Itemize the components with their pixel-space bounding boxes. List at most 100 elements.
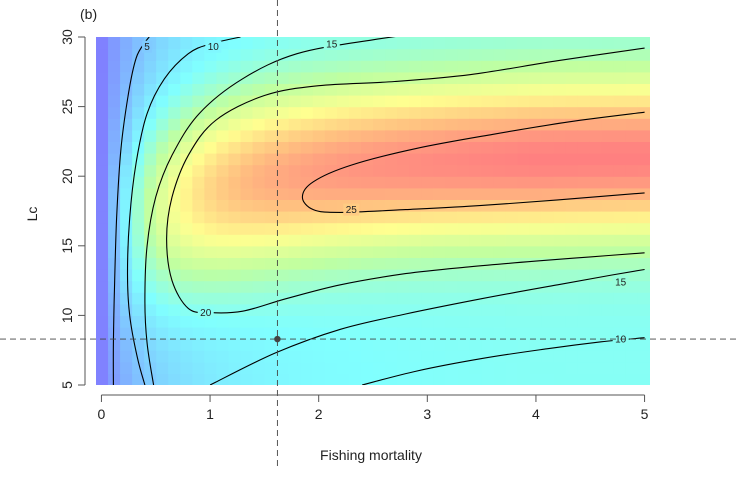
heatmap-cell: [228, 315, 242, 328]
contour-label: 5: [144, 42, 150, 53]
heatmap-cell: [336, 83, 350, 96]
heatmap-cell: [433, 60, 446, 73]
contour-label-bg: [142, 40, 153, 53]
heatmap-cell: [445, 118, 458, 131]
contour-line-25: [301, 111, 645, 213]
heatmap-cell: [421, 118, 434, 131]
heatmap-cell: [637, 141, 650, 154]
heatmap-cell: [132, 373, 145, 385]
heatmap-cell: [228, 199, 242, 212]
heatmap-cell: [228, 303, 242, 316]
heatmap-cell: [409, 95, 422, 108]
heatmap-cell: [144, 292, 157, 305]
heatmap-cell: [601, 129, 615, 142]
y-axis-title: Lc: [24, 207, 40, 222]
heatmap-cell: [421, 257, 434, 270]
heatmap-cell: [204, 176, 218, 189]
heatmap-cell: [625, 315, 639, 328]
heatmap-cell: [336, 129, 350, 142]
heatmap-cell: [625, 327, 639, 340]
heatmap-cell: [589, 338, 603, 351]
heatmap-cell: [276, 199, 290, 212]
heatmap-cell: [421, 153, 434, 166]
heatmap-cell: [637, 199, 650, 212]
heatmap-cell: [637, 153, 650, 166]
heatmap-cell: [96, 71, 109, 84]
heatmap-cell: [216, 60, 230, 73]
heatmap-cell: [469, 234, 482, 247]
heatmap-cell: [240, 327, 254, 340]
heatmap-cell: [469, 245, 482, 258]
heatmap-cell: [601, 222, 615, 235]
heatmap-cell: [360, 269, 374, 282]
heatmap-cell: [553, 257, 567, 270]
heatmap-cell: [156, 106, 169, 119]
heatmap-cell: [288, 60, 302, 73]
heatmap-cell: [481, 60, 495, 73]
heatmap-cell: [637, 95, 650, 108]
heatmap-cell: [421, 60, 434, 73]
heatmap-cell: [276, 71, 290, 84]
heatmap-cell: [312, 71, 326, 84]
heatmap-cell: [120, 48, 133, 61]
heatmap-cell: [613, 303, 627, 316]
heatmap-cell: [397, 234, 410, 247]
heatmap-cell: [324, 48, 338, 61]
heatmap-cell: [565, 118, 579, 131]
heatmap-cell: [240, 95, 254, 108]
heatmap-cell: [445, 338, 458, 351]
heatmap-cell: [409, 373, 422, 385]
heatmap-cell: [336, 315, 350, 328]
heatmap-cell: [252, 129, 266, 142]
heatmap-cell: [168, 303, 181, 316]
heatmap-cell: [553, 245, 567, 258]
heatmap-cell: [469, 338, 482, 351]
heatmap-cell: [373, 315, 386, 328]
heatmap-cell: [240, 60, 254, 73]
heatmap-cell: [637, 327, 650, 340]
heatmap-cell: [433, 292, 446, 305]
heatmap-cell: [120, 199, 133, 212]
heatmap-cell: [613, 222, 627, 235]
heatmap-cell: [288, 315, 302, 328]
heatmap-cell: [96, 234, 109, 247]
heatmap-cell: [469, 118, 482, 131]
heatmap-cell: [397, 48, 410, 61]
heatmap-cell: [373, 106, 386, 119]
heatmap-cell: [529, 37, 543, 50]
heatmap-cell: [156, 269, 169, 282]
heatmap-cell: [565, 95, 579, 108]
heatmap-cell: [589, 350, 603, 363]
heatmap-cell: [577, 292, 591, 305]
heatmap-cell: [324, 187, 338, 200]
contour-label-bg: [612, 275, 629, 288]
heatmap-cell: [397, 315, 410, 328]
heatmap-cell: [613, 257, 627, 270]
heatmap-cell: [625, 373, 639, 385]
heatmap-cell: [348, 292, 362, 305]
y-tick-label: 5: [59, 381, 75, 389]
heatmap-cell: [348, 141, 362, 154]
heatmap-cell: [577, 164, 591, 177]
heatmap-cell: [228, 129, 242, 142]
heatmap-cell: [493, 153, 507, 166]
heatmap-cell: [457, 83, 470, 96]
heatmap-cell: [553, 71, 567, 84]
heatmap-cell: [108, 176, 121, 189]
heatmap-cell: [120, 373, 133, 385]
heatmap-cell: [348, 153, 362, 166]
heatmap-cell: [385, 106, 398, 119]
heatmap-cell: [433, 176, 446, 189]
heatmap-cell: [529, 257, 543, 270]
heatmap-cell: [348, 95, 362, 108]
heatmap-cell: [180, 176, 193, 189]
heatmap-cell: [288, 234, 302, 247]
heatmap-cell: [168, 327, 181, 340]
heatmap-cell: [529, 187, 543, 200]
heatmap-cell: [589, 129, 603, 142]
heatmap-cell: [589, 199, 603, 212]
heatmap-cell: [577, 315, 591, 328]
heatmap-cell: [637, 71, 650, 84]
heatmap-cell: [601, 37, 615, 50]
heatmap-cell: [180, 373, 193, 385]
